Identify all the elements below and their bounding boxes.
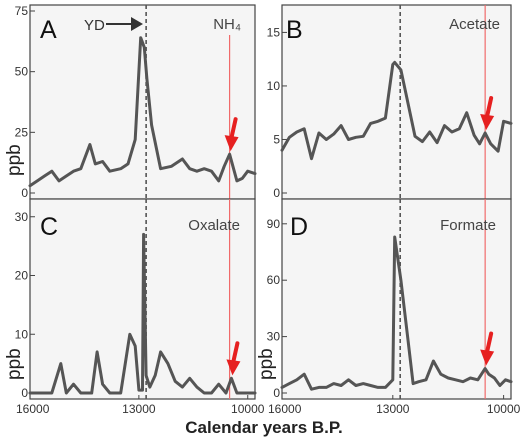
panel-b-frame <box>281 4 512 200</box>
panel-b-series-line <box>280 60 513 161</box>
panel-c-title: Oxalate <box>188 217 240 234</box>
panel-b-ytick-label: 5 <box>273 132 280 146</box>
panel-c-series-line <box>28 232 257 395</box>
panel-c-letter: C <box>40 213 58 241</box>
panel-c-ytick-label: 0 <box>21 386 28 400</box>
yd-label: YD <box>84 17 105 34</box>
panel-c-ylabel: ppb <box>4 348 25 380</box>
panel-d-xtick-label: 13000 <box>376 402 410 416</box>
panel-a-frame <box>29 4 256 200</box>
panel-c-xtick-label: 13000 <box>122 402 156 416</box>
panel-a: 0 25 50 75 A YD NH₄ ppb <box>4 4 257 200</box>
yd-arrow-icon <box>106 17 143 31</box>
panel-a-arrow-icon <box>224 117 239 152</box>
panel-d-arrow-icon <box>480 331 495 366</box>
panel-d-xtick-label: 16000 <box>268 402 302 416</box>
panel-c-ytick-label: 20 <box>15 269 29 283</box>
panel-a-letter: A <box>40 16 57 44</box>
panel-a-series-line <box>28 36 257 188</box>
panel-d-title: Formate <box>440 217 496 234</box>
panel-a-ytick-label: 75 <box>15 4 29 18</box>
panel-c-ytick-label: 30 <box>15 210 29 224</box>
panel-d-ytick-label: 90 <box>267 217 281 231</box>
panel-a-ytick-label: 50 <box>15 65 29 79</box>
panel-d-ytick-label: 60 <box>267 273 281 287</box>
panel-b-ytick-label: 0 <box>273 186 280 200</box>
panel-a-title: NH₄ <box>213 16 241 33</box>
panel-c: 0 10 20 30 16000 13000 10000 C Oxalate ppb <box>4 198 265 416</box>
panel-a-ytick-label: 0 <box>21 186 28 200</box>
panel-d-ytick-label: 30 <box>267 330 281 344</box>
panel-b-arrow-icon <box>480 96 495 131</box>
panel-d: 0 30 60 90 16000 13000 10000 D Formate ppb <box>256 198 520 416</box>
panel-c-xtick-label: 16000 <box>16 402 50 416</box>
x-axis-label: Calendar years B.P. <box>185 418 343 437</box>
panel-d-letter: D <box>290 213 308 241</box>
panel-c-arrow-icon <box>226 341 241 376</box>
panel-d-frame <box>281 198 512 400</box>
panel-c-xtick-label: 10000 <box>231 402 265 416</box>
panel-b-letter: B <box>286 16 303 44</box>
panel-b-title: Acetate <box>449 16 500 33</box>
panel-a-ytick-label: 25 <box>15 125 29 139</box>
panel-b-ytick-label: 15 <box>267 25 281 39</box>
panel-c-ytick-label: 10 <box>15 327 29 341</box>
panel-d-ylabel: ppb <box>256 348 277 380</box>
panel-d-series-line <box>280 235 513 391</box>
panel-d-xtick-label: 10000 <box>487 402 520 416</box>
panel-b-ytick-label: 10 <box>267 79 281 93</box>
panel-b: 0 5 10 15 B Acetate <box>267 4 513 200</box>
panel-d-ytick-label: 0 <box>273 386 280 400</box>
panel-a-ylabel: ppb <box>4 144 25 176</box>
